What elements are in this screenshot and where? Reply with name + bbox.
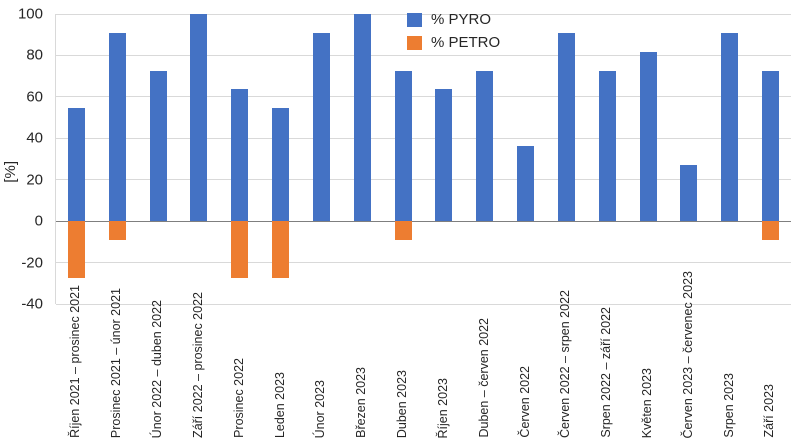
- bar-petro: [231, 221, 249, 278]
- gridline: [56, 96, 791, 98]
- bar-petro: [108, 221, 126, 240]
- bar-pyro: [149, 70, 167, 222]
- category-slot: [423, 14, 464, 304]
- bar-pyro: [272, 108, 290, 222]
- bar-pyro: [353, 14, 371, 222]
- x-axis-label: Duben 2023: [395, 369, 410, 438]
- legend-label-pyro: % PYRO: [431, 11, 492, 28]
- bar-petro: [761, 221, 779, 240]
- x-axis-label: Srpen 2022 – září 2022: [599, 307, 614, 438]
- x-axis-label: Říjen 2021 – prosinec 2021: [68, 285, 83, 438]
- bar-pyro: [108, 32, 126, 222]
- bar-pyro: [721, 32, 739, 222]
- bar-pyro: [435, 89, 453, 222]
- category-slot: [301, 14, 342, 304]
- bar-pyro: [680, 164, 698, 222]
- gridline: [56, 137, 791, 139]
- category-slot: [587, 14, 628, 304]
- x-axis-label: Říjen 2023: [435, 377, 450, 438]
- x-axis-label: Leden 2023: [272, 371, 287, 438]
- category-slot: [505, 14, 546, 304]
- category-slot: [668, 14, 709, 304]
- category-slot: [178, 14, 219, 304]
- legend-item-petro: % PETRO: [407, 34, 500, 51]
- category-slot: [464, 14, 505, 304]
- bar-pyro: [517, 145, 535, 222]
- bars-layer: [56, 14, 791, 304]
- chart-legend: % PYRO % PETRO: [407, 11, 500, 51]
- bar-pyro: [557, 32, 575, 222]
- x-axis-label: Září 2023: [762, 384, 777, 438]
- y-axis-tick-label: -40: [21, 295, 43, 313]
- x-axis-label: Duben – červen 2022: [476, 318, 491, 438]
- bar-pyro: [394, 70, 412, 222]
- bar-pyro: [67, 108, 85, 222]
- zero-axis-line: [56, 220, 791, 222]
- gridline: [56, 54, 791, 56]
- bar-pyro: [190, 14, 208, 222]
- category-slot: [260, 14, 301, 304]
- category-slot: [709, 14, 750, 304]
- legend-item-pyro: % PYRO: [407, 11, 500, 28]
- x-axis-label: Srpen 2023: [721, 373, 736, 438]
- bar-pyro: [312, 32, 330, 222]
- x-axis-label: Září 2022 – prosinec 2022: [190, 292, 205, 438]
- bar-pyro: [231, 89, 249, 222]
- gridline: [56, 179, 791, 181]
- x-axis-label: Červen 2022: [517, 366, 532, 438]
- x-axis-label: Červen 2022 – srpen 2022: [558, 289, 573, 438]
- category-slot: [138, 14, 179, 304]
- y-axis-tick-label: 0: [34, 212, 43, 230]
- bar-pyro: [639, 51, 657, 222]
- y-axis-tick-labels: 100 80 60 40 20 0 -20 -40: [0, 0, 46, 447]
- bar-petro: [394, 221, 412, 240]
- gridline: [56, 13, 791, 15]
- pyro-series-swatch: [407, 12, 422, 27]
- category-slot: [342, 14, 383, 304]
- bar-pyro: [598, 70, 616, 222]
- gridline: [56, 262, 791, 264]
- x-axis-label: Únor 2022 – duben 2022: [150, 299, 165, 438]
- category-slot: [219, 14, 260, 304]
- category-slot: [546, 14, 587, 304]
- category-slot: [56, 14, 97, 304]
- y-axis-tick-label: 20: [26, 171, 43, 189]
- legend-label-petro: % PETRO: [431, 34, 501, 51]
- bar-pyro: [761, 70, 779, 222]
- x-axis-label: Únor 2023: [313, 379, 328, 438]
- category-slot: [750, 14, 791, 304]
- x-axis-label: Prosinec 2021 – únor 2021: [109, 287, 124, 438]
- y-axis-tick-label: -20: [21, 254, 43, 272]
- plot-area: [55, 13, 791, 305]
- y-axis-tick-label: 80: [26, 46, 43, 64]
- bar-pyro: [476, 70, 494, 222]
- petro-series-swatch: [407, 35, 422, 50]
- bar-petro: [67, 221, 85, 278]
- category-slot: [628, 14, 669, 304]
- y-axis-tick-label: 40: [26, 129, 43, 147]
- bar-petro: [272, 221, 290, 278]
- y-axis-tick-label: 60: [26, 88, 43, 106]
- category-slot: [97, 14, 138, 304]
- y-axis-tick-label: 100: [17, 5, 43, 23]
- gridline: [56, 303, 791, 305]
- x-axis-label: Březen 2023: [354, 367, 369, 438]
- x-axis-label: Prosinec 2022: [231, 358, 246, 438]
- x-axis-label: Květen 2023: [640, 367, 654, 438]
- category-slot: [383, 14, 424, 304]
